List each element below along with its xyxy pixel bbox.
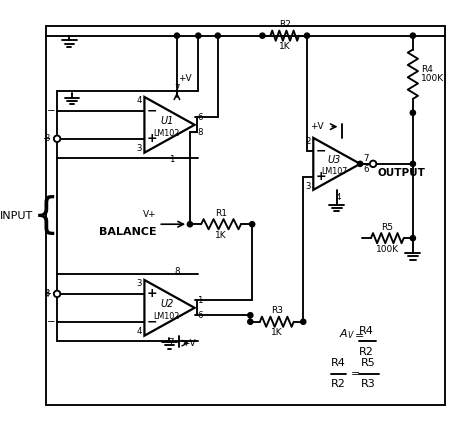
Text: +V: +V: [182, 339, 196, 348]
Text: R4: R4: [330, 358, 345, 368]
Circle shape: [357, 161, 362, 166]
Circle shape: [369, 160, 375, 167]
Circle shape: [247, 319, 252, 324]
Circle shape: [54, 291, 60, 297]
Text: LM102: LM102: [153, 129, 179, 138]
Text: −: −: [46, 317, 55, 327]
Text: R2: R2: [278, 20, 290, 29]
Circle shape: [247, 312, 252, 318]
Text: 6: 6: [197, 113, 202, 122]
Text: 8: 8: [197, 128, 202, 137]
Text: V+: V+: [143, 210, 156, 219]
Text: +: +: [146, 287, 157, 300]
Text: OUTPUT: OUTPUT: [377, 168, 425, 178]
Circle shape: [215, 33, 220, 38]
Text: BALANCE: BALANCE: [99, 227, 156, 237]
Text: 3: 3: [136, 279, 141, 288]
Circle shape: [409, 33, 414, 38]
Text: 1: 1: [197, 296, 202, 305]
Circle shape: [409, 110, 414, 116]
Text: −: −: [46, 106, 55, 116]
Text: 7: 7: [168, 339, 174, 348]
Text: 3: 3: [44, 134, 50, 143]
Text: R3: R3: [360, 379, 375, 389]
Text: U2: U2: [160, 299, 173, 309]
Text: 1: 1: [168, 155, 174, 164]
Text: R4: R4: [358, 326, 373, 336]
Text: +: +: [314, 170, 325, 183]
Text: +: +: [43, 289, 51, 299]
Text: LM107: LM107: [320, 167, 347, 176]
Text: R2: R2: [330, 379, 345, 389]
Text: 3: 3: [136, 145, 141, 154]
Text: 3: 3: [44, 289, 50, 298]
Text: +V: +V: [309, 122, 323, 131]
Text: 7: 7: [174, 84, 179, 93]
Text: $A_V$: $A_V$: [338, 327, 354, 341]
Text: =: =: [350, 369, 359, 379]
Circle shape: [409, 161, 414, 166]
Text: INPUT: INPUT: [0, 211, 33, 221]
Text: R5: R5: [360, 358, 375, 368]
Text: 7: 7: [362, 154, 368, 163]
Text: R3: R3: [270, 306, 282, 315]
Circle shape: [54, 136, 60, 142]
Circle shape: [300, 319, 305, 324]
Text: 6: 6: [197, 311, 202, 320]
Circle shape: [409, 235, 414, 241]
Text: 6: 6: [362, 165, 368, 174]
Text: +: +: [146, 132, 157, 145]
Text: 1K: 1K: [278, 42, 290, 51]
Text: U3: U3: [327, 155, 340, 165]
Text: 4: 4: [136, 327, 141, 336]
Text: R2: R2: [358, 347, 373, 357]
Text: 4: 4: [136, 96, 141, 105]
Circle shape: [187, 222, 192, 227]
Circle shape: [249, 222, 254, 227]
Text: 8: 8: [174, 267, 179, 276]
Circle shape: [174, 33, 179, 38]
Text: −: −: [147, 315, 157, 328]
Text: −: −: [314, 144, 325, 158]
Text: 1K: 1K: [270, 328, 282, 337]
Text: 1K: 1K: [215, 231, 226, 240]
Text: R4: R4: [420, 65, 432, 74]
Text: U1: U1: [160, 116, 173, 126]
Text: 3: 3: [304, 181, 310, 190]
Circle shape: [259, 33, 264, 38]
Text: R5: R5: [381, 223, 392, 232]
Text: =: =: [354, 331, 364, 341]
Text: 2: 2: [304, 137, 310, 146]
Text: 4: 4: [335, 193, 341, 202]
Text: {: {: [33, 195, 59, 237]
Text: −: −: [43, 134, 51, 144]
Text: LM102: LM102: [153, 312, 179, 321]
Text: R1: R1: [214, 209, 227, 218]
Text: +V: +V: [178, 74, 191, 83]
Circle shape: [304, 33, 309, 38]
Circle shape: [195, 33, 201, 38]
Text: 100K: 100K: [375, 245, 398, 254]
Text: 100K: 100K: [420, 74, 443, 83]
Text: −: −: [147, 104, 157, 117]
